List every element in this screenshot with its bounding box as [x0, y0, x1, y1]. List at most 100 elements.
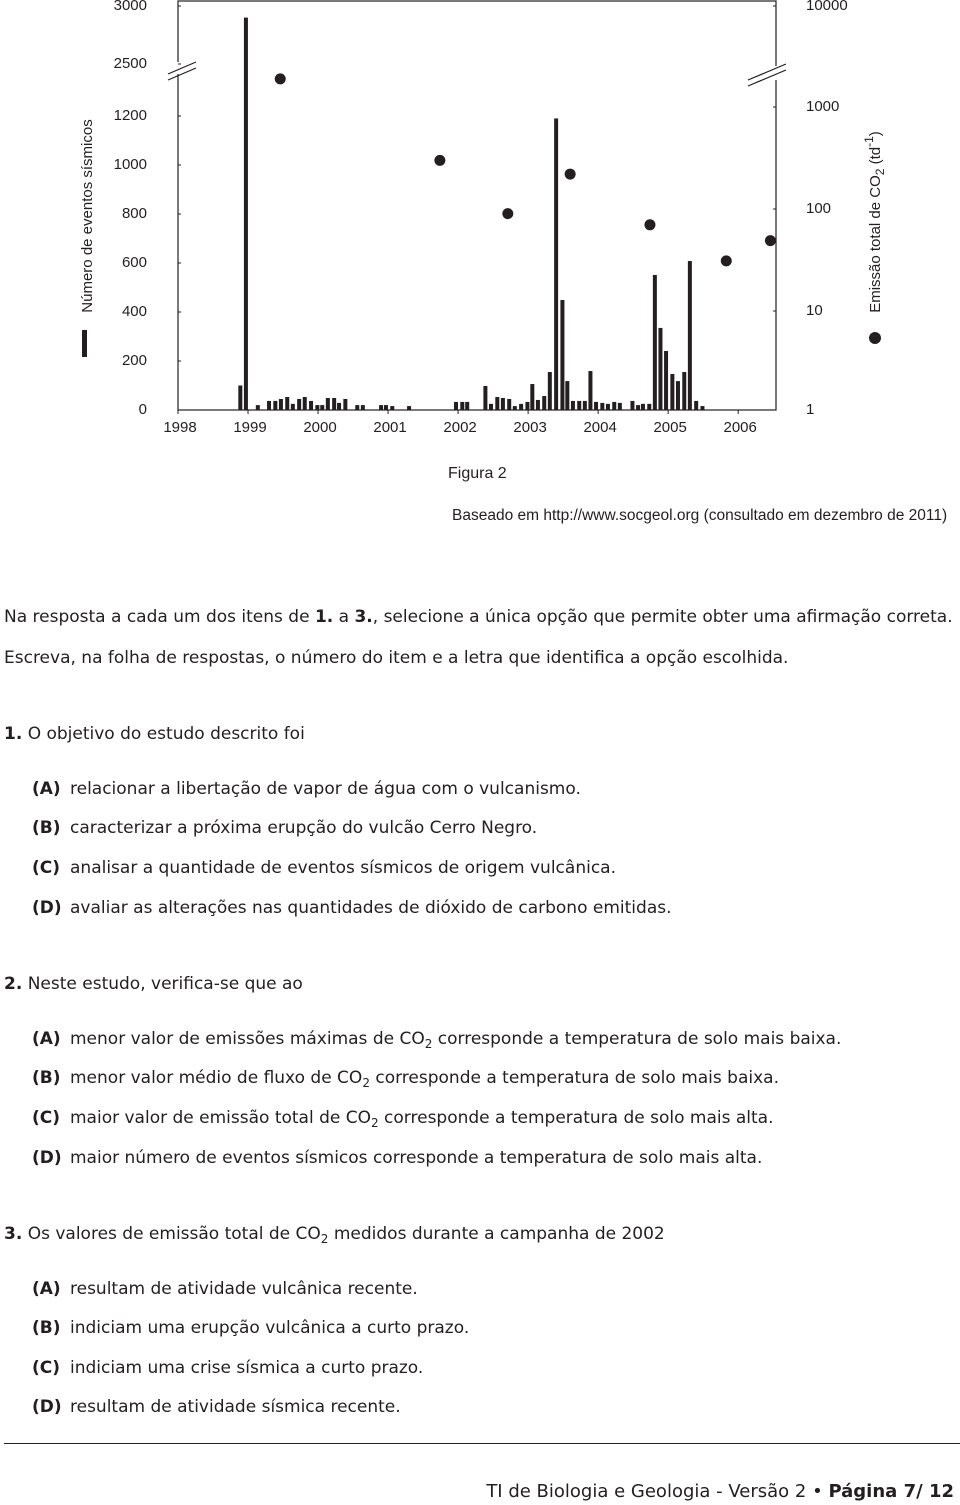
bar: [267, 400, 272, 410]
bar: [636, 405, 641, 410]
y-tick-label: 200: [122, 352, 147, 369]
y-axis-label: Número de eventos sísmicos: [79, 119, 96, 312]
text: Os valores de emissão total de CO: [27, 1224, 321, 1244]
bar: [489, 403, 494, 410]
x-tick-label: 1999: [233, 419, 266, 436]
y2-axis-label: Emissão total de CO2 (td-1): [862, 131, 887, 313]
x-tick-label: 2005: [653, 419, 686, 436]
text: corresponde a temperatura de solo mais b…: [432, 1029, 842, 1049]
bar: [535, 399, 540, 410]
bar: [617, 402, 622, 410]
option: (C) analisar a quantidade de eventos sísm…: [32, 858, 616, 878]
bar: [390, 406, 395, 410]
option: (C) indiciam uma crise sísmica a curto pr…: [32, 1358, 423, 1378]
text: indiciam uma crise sísmica a curto prazo…: [70, 1358, 424, 1378]
y-tick-label: 1200: [114, 107, 147, 124]
option: (A) resultam de atividade vulcânica recen…: [32, 1279, 418, 1299]
item-ref: 3.: [354, 607, 373, 627]
bar: [588, 371, 593, 410]
text: resultam de atividade sísmica recente.: [70, 1397, 401, 1417]
bar: [542, 396, 547, 410]
option-letter: (B): [32, 1068, 61, 1088]
bar: [332, 397, 337, 410]
bar: [560, 299, 565, 410]
label-sub: 2: [873, 168, 887, 175]
y-tick-label: 600: [122, 254, 147, 271]
option: (C) maior valor de emissão total de CO2 c…: [32, 1108, 774, 1133]
x-tick-label: 2000: [303, 419, 336, 436]
text: relacionar a libertação de vapor de água…: [70, 779, 581, 799]
emission-point: [564, 168, 576, 180]
option: (D) avaliar as alterações nas quantidades…: [32, 898, 672, 918]
bar: [600, 402, 605, 410]
emission-point: [720, 255, 732, 267]
question-stem: 3. Os valores de emissão total de CO2 me…: [4, 1224, 665, 1249]
option-letter: (D): [32, 898, 62, 918]
bar: [670, 373, 675, 410]
bar: [647, 403, 652, 410]
y-tick-label: 3000: [114, 0, 147, 14]
bar: [640, 403, 645, 410]
option: (A) relacionar a libertação de vapor de á…: [32, 779, 581, 799]
bar: [255, 405, 260, 410]
figure-caption: Figura 2: [448, 465, 507, 482]
emission-point: [274, 73, 286, 85]
label-part: (td: [867, 147, 884, 169]
label-part: Emissão total de CO: [867, 175, 884, 313]
text: indiciam uma erupção vulcânica a curto p…: [70, 1318, 470, 1338]
text: menor valor médio de fluxo de CO: [70, 1068, 363, 1088]
text: resultam de atividade vulcânica recente.: [70, 1279, 418, 1299]
option: (D) maior número de eventos sísmicos corr…: [32, 1148, 762, 1168]
bar: [278, 398, 283, 410]
emission-point: [764, 235, 776, 247]
bar: [483, 385, 488, 410]
text: O objetivo do estudo descrito foi: [27, 724, 305, 744]
x-tick-label: 2006: [723, 419, 756, 436]
text: Na resposta a cada um dos itens de: [4, 607, 315, 627]
y-tick-label: 400: [122, 303, 147, 320]
footer-rule: [4, 1443, 960, 1444]
bar: [594, 401, 599, 410]
y-tick-label: 0: [139, 401, 147, 418]
bar: [570, 400, 575, 410]
bar: [302, 397, 307, 410]
option-letter: (A): [32, 779, 61, 799]
bar: [309, 400, 314, 410]
option: (B) menor valor médio de fluxo de CO2 cor…: [32, 1068, 779, 1093]
axis-break-left: [167, 61, 197, 81]
subscript: 2: [362, 1076, 370, 1090]
subscript: 2: [320, 1232, 329, 1246]
legend-bar-icon: [82, 330, 87, 357]
x-tick-label: 2004: [583, 419, 616, 436]
bar: [407, 406, 412, 410]
x-tick-label: 1998: [163, 419, 196, 436]
subscript: 2: [424, 1037, 433, 1051]
bar: [547, 372, 552, 410]
bar: [273, 400, 278, 410]
bar: [360, 405, 365, 410]
x-tick-label: 2001: [373, 419, 406, 436]
instructions: Na resposta a cada um dos itens de 1. a …: [4, 607, 953, 627]
page-number: Página 7/ 12: [828, 1481, 954, 1502]
text: menor valor de emissões máximas de CO: [70, 1029, 425, 1049]
bar: [325, 397, 330, 410]
bar: [658, 327, 663, 410]
emission-point: [502, 208, 514, 220]
text: medidos durante a campanha de 2002: [328, 1224, 665, 1244]
subscript: 2: [371, 1116, 379, 1130]
bar: [577, 400, 582, 410]
bar: [383, 405, 388, 410]
option-letter: (C): [32, 1358, 61, 1378]
bar: [315, 405, 320, 410]
plot-frame: [177, 0, 777, 411]
y2-tick-label: 1: [806, 401, 814, 418]
y2-tick-label: 10: [806, 302, 823, 319]
instructions-line: Escreva, na folha de respostas, o número…: [4, 648, 789, 668]
bar: [675, 381, 680, 410]
bar: [238, 385, 243, 410]
bar: [605, 403, 610, 410]
option: (A) menor valor de emissões máximas de CO…: [32, 1029, 841, 1054]
text: maior número de eventos sísmicos corresp…: [70, 1148, 763, 1168]
item-ref: 1.: [314, 607, 334, 627]
bar: [453, 401, 458, 410]
